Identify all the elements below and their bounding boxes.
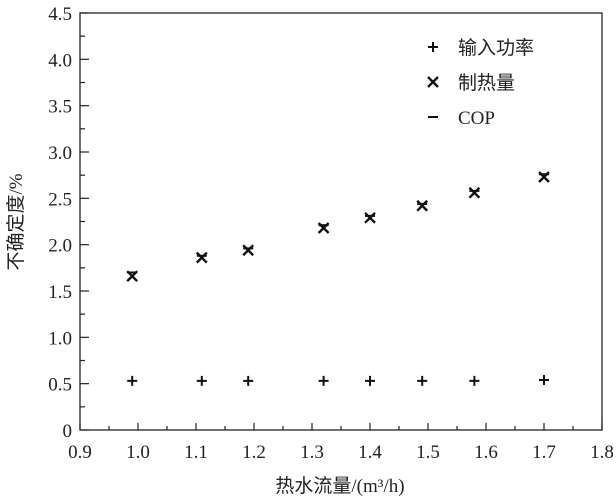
- x-tick-label: 1.7: [532, 442, 556, 463]
- y-tick-label: 3.5: [48, 97, 72, 118]
- data-point-x: [468, 186, 481, 199]
- data-point-plus: [417, 375, 428, 386]
- x-tick-label: 1.4: [358, 442, 382, 463]
- y-tick-label: 2.5: [48, 189, 72, 210]
- y-axis-label: 不确定度/%: [5, 173, 27, 270]
- x-tick-label: 1.3: [300, 442, 324, 463]
- data-marks: [126, 171, 550, 386]
- y-tick-label: 0: [63, 421, 73, 442]
- data-point-plus: [196, 375, 207, 386]
- y-tick-label: 4.5: [48, 4, 72, 25]
- y-tick-label: 0.5: [48, 375, 72, 396]
- x-tick-label: 1.0: [126, 442, 150, 463]
- data-point-x: [364, 211, 376, 224]
- x-tick-label: 1.6: [474, 442, 498, 463]
- x-tick-label: 1.8: [590, 442, 614, 463]
- legend-marker: [427, 76, 439, 88]
- y-tick-label: 1.5: [48, 282, 72, 303]
- axes: 0.9 1.0 1.1 1.2 1.3 1.4 1.5 1.6 1.7 1.8 0 0.5 1.0 1.5…: [48, 4, 614, 463]
- data-point-x: [416, 199, 429, 212]
- x-tick-label: 0.9: [68, 442, 92, 463]
- data-point-plus: [365, 375, 375, 386]
- legend-marker: [428, 42, 438, 52]
- legend-label: 输入功率: [458, 37, 534, 59]
- y-tick-label: 3.0: [48, 143, 72, 164]
- y-tick-label: 4.0: [48, 50, 72, 71]
- data-point-plus: [318, 375, 329, 386]
- data-point-plus: [243, 375, 254, 386]
- y-tick-label: 2.0: [48, 236, 72, 257]
- plot-frame: [79, 12, 603, 431]
- data-point-x: [242, 244, 255, 257]
- data-point-plus: [469, 375, 480, 386]
- x-axis-label: 热水流量/(m³/h): [275, 475, 404, 497]
- legend-label: 制热量: [458, 72, 515, 94]
- legend-label: COP: [458, 108, 495, 129]
- x-tick-label: 1.2: [242, 442, 266, 463]
- data-point-x: [195, 251, 208, 264]
- data-point-plus: [127, 375, 138, 386]
- x-tick-label: 1.1: [184, 442, 208, 463]
- x-tick-label: 1.5: [416, 442, 440, 463]
- data-point-plus: [539, 374, 549, 385]
- y-tick-label: 1.0: [48, 328, 72, 349]
